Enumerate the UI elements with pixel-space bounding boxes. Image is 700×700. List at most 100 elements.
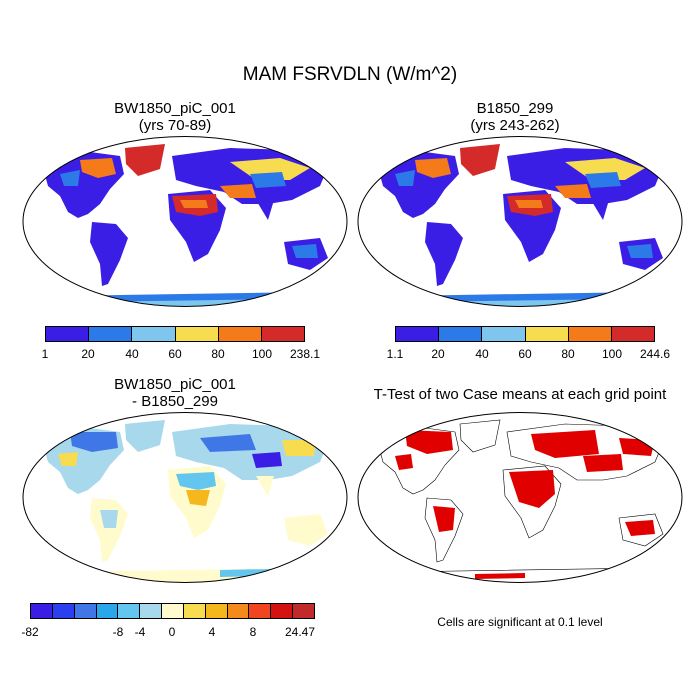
south-america-shape [425,222,463,286]
panel2-tick-0: 1.1 [386,347,404,361]
panel1-colorbar-segment [218,327,262,341]
panel4-title: T-Test of two Case means at each grid po… [373,386,667,403]
panel3-colorbar-segment [31,604,53,618]
australia-mid-shape [627,244,653,258]
panel1-title-line1: BW1850_piC_001 [114,100,236,117]
panel3-colorbar-segment [293,604,314,618]
panel1-title-line2: (yrs 70-89) [138,117,212,134]
greenland-shape [125,420,165,452]
panel1-colorbar-segment [89,327,133,341]
panel1-tick-3: 60 [168,347,182,361]
south-america-significant-shape [433,506,455,532]
east-asia-pos-shape [282,440,316,456]
panel2-map-border [357,136,683,307]
panel1-map [22,136,348,307]
panel3-colorbar-segment [271,604,294,618]
panel3-tick-1: -8 [112,625,124,639]
panel1-colorbar-segment [175,327,219,341]
panel2-colorbar-segment [396,327,440,341]
panel2-tick-3: 60 [518,347,532,361]
panel3-title-line1: BW1850_piC_001 [114,376,236,393]
panel2-tick-1: 20 [431,347,445,361]
north-america-pos-shape [58,452,78,466]
panel3-colorbar-segment [140,604,163,618]
panel3-colorbar [30,603,315,619]
panel3-tick-3: 0 [168,625,176,639]
panel2-tick-5: 100 [601,347,623,361]
north-america-high-shape [415,158,451,178]
north-america-low-shape [70,432,118,452]
panel3-colorbar-segment [249,604,272,618]
greenland-shape [460,144,500,176]
sahara-inner-shape [515,200,543,208]
central-africa-shape [186,490,210,506]
australia-mid-shape [292,244,318,258]
panel1-tick-2: 40 [125,347,139,361]
india-shape [256,200,274,220]
panel3-colorbar-segment [74,604,97,618]
central-asia-low-shape [252,452,282,468]
panel3-colorbar-segment [183,604,206,618]
panel3-tick-6: 24.47 [284,625,316,639]
panel1-tick-4: 80 [211,347,225,361]
panel3-tick-2: -4 [134,625,146,639]
sahara-shape [176,472,216,490]
india-shape [591,200,609,220]
south-america-shape [90,222,128,286]
panel1-tick-1: 20 [81,347,95,361]
panel1-colorbar-segment [46,327,90,341]
panel1-colorbar-segment [132,327,176,341]
panel3-tick-4: 4 [208,625,216,639]
panel3-colorbar-segment [205,604,228,618]
panel2-colorbar [395,326,655,342]
europe-low-shape [200,434,256,452]
panel2-colorbar-segment [439,327,483,341]
australia-outline [618,513,664,547]
middle-east-shape [555,184,591,198]
north-america-mid-shape [395,170,415,186]
panel3-map [22,412,348,583]
figure-title: MAM FSRVDLN (W/m^2) [242,64,458,85]
panel2-title-line2: (yrs 243-262) [470,117,560,134]
panel4-map [357,412,683,583]
panel4-map-border [357,412,683,583]
panel2-colorbar-segment [568,327,612,341]
panel2-title-line1: B1850_299 [476,100,554,117]
antarctica-inner-shape [415,299,625,307]
north-america-significant-shape [405,430,453,454]
panel3-map-border [22,412,348,583]
panel2-colorbar-segment [611,327,655,341]
panel3-title: BW1850_piC_001 - B1850_299 [20,376,330,410]
north-america-high-shape [80,158,116,178]
panel1-title: BW1850_piC_001 (yrs 70-89) [20,100,330,134]
eurasia-significant-shape [531,430,599,458]
central-asia-shape [585,172,621,188]
panel1-tick-5: 100 [251,347,273,361]
significance-note: Cells are significant at 0.1 level [437,615,603,629]
south-america-outline [424,497,464,563]
north-america-outline [376,427,460,495]
siberia-shape [230,158,310,180]
asia-significant-shape [583,454,623,472]
panel2-map [357,136,683,307]
sahara-inner-shape [180,200,208,208]
panel3-colorbar-segment [118,604,141,618]
antarctica-low-shape [220,569,270,577]
antarctica-inner-shape [80,299,290,307]
siberia-shape [565,158,645,180]
south-america-shape [90,498,128,562]
panel3-colorbar-segment [162,604,184,618]
greenland-shape [125,144,165,176]
panel2-tick-6: 244.6 [639,347,671,361]
africa-significant-shape [509,470,555,508]
panel3-tick-5: 8 [249,625,257,639]
panel3-tick-0: -82 [21,625,39,639]
panel3-title-line2: - B1850_299 [132,393,218,410]
north-america-mid-shape [60,170,80,186]
panel1-tick-6: 238.1 [289,347,321,361]
panel2-colorbar-segment [482,327,526,341]
middle-east-shape [220,184,256,198]
panel1-map-border [22,136,348,307]
panel3-colorbar-segment [52,604,75,618]
central-asia-shape [250,172,286,188]
